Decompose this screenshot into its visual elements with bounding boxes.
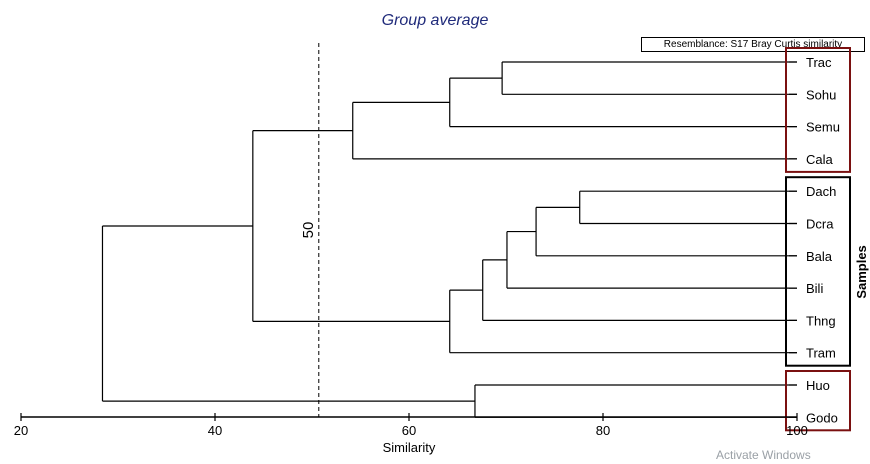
leaf-label-tram: Tram [806,346,836,361]
chart-title: Group average [381,12,489,29]
y-axis-label: Samples [854,245,869,298]
activate-windows-watermark: Activate Windows [716,448,811,462]
x-tick-label-40: 40 [208,423,222,438]
x-tick-label-100: 100 [786,423,808,438]
leaf-label-semu: Semu [806,120,840,135]
leaf-label-dach: Dach [806,184,836,199]
leaf-label-thng: Thng [806,313,836,328]
leaf-label-sohu: Sohu [806,87,836,102]
group-box-1 [785,47,851,173]
x-tick-label-20: 20 [14,423,28,438]
x-tick-label-60: 60 [402,423,416,438]
leaf-label-godo: Godo [806,410,838,425]
cut-line-label: 50 [300,222,317,239]
leaf-label-bili: Bili [806,281,823,296]
x-axis-label: Similarity [383,440,436,455]
leaf-label-dcra: Dcra [806,217,834,232]
x-tick-label-80: 80 [596,423,610,438]
leaf-label-trac: Trac [806,55,832,70]
group-box-2 [785,176,851,367]
leaf-label-huo: Huo [806,378,830,393]
group-box-3 [785,370,851,432]
leaf-label-bala: Bala [806,249,833,264]
leaf-label-cala: Cala [806,152,834,167]
